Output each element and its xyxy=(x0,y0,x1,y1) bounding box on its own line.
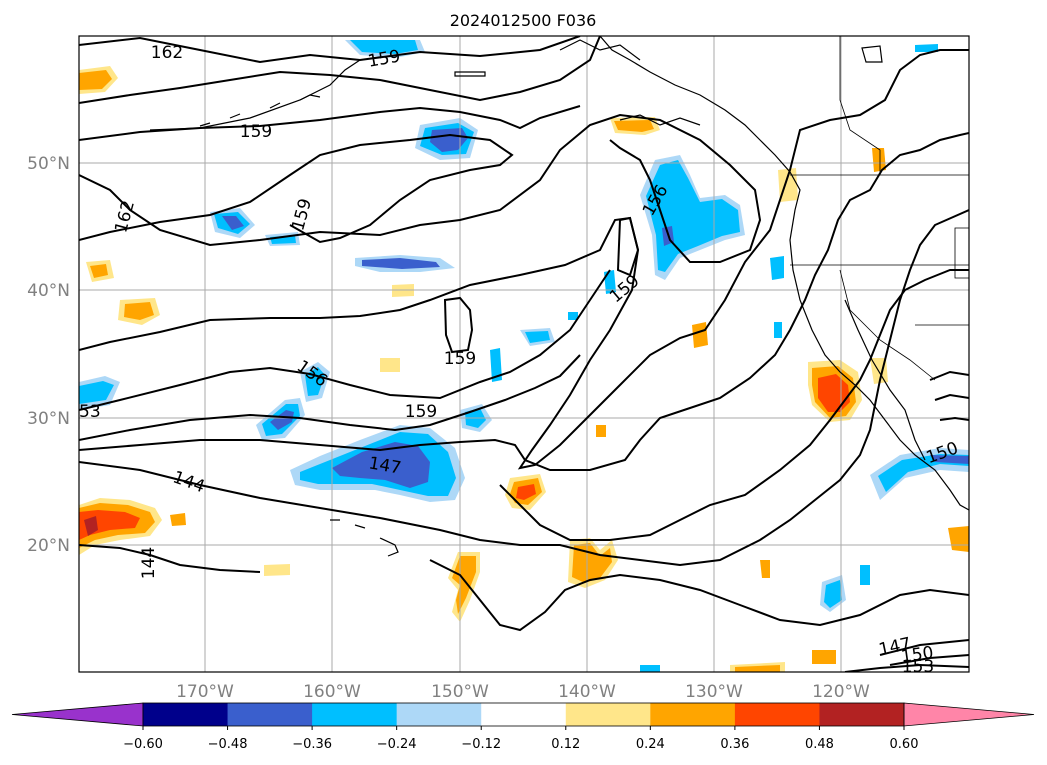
label-150-se: 150 xyxy=(900,643,935,667)
colorbar-swatches xyxy=(11,702,1035,727)
colorbar-frame xyxy=(142,702,905,727)
label-159-low: 159 xyxy=(405,402,437,422)
graticule xyxy=(79,36,969,672)
lat-label-30n: 30°N xyxy=(27,409,70,429)
colorbar-tick-label: 0.24 xyxy=(636,737,665,752)
lon-label-150w: 150°W xyxy=(431,682,489,702)
label-159-lower: 159 xyxy=(444,349,476,369)
lon-label-120w: 120°W xyxy=(812,682,870,702)
colorbar-tick-label: 0.60 xyxy=(890,737,919,752)
label-144-sw: 144 xyxy=(139,547,159,579)
lon-label-160w: 160°W xyxy=(303,682,361,702)
lat-label-40n: 40°N xyxy=(27,281,70,301)
colorbar-swatch xyxy=(819,703,905,726)
lon-label-140w: 140°W xyxy=(558,682,616,702)
negative-shading xyxy=(79,40,969,672)
colorbar-tick-label: −0.60 xyxy=(123,737,163,752)
label-162-top: 162 xyxy=(151,43,183,63)
colorbar-extend-high xyxy=(903,702,1035,727)
lon-label-170w: 170°W xyxy=(176,682,234,702)
colorbar-tick-label: −0.24 xyxy=(377,737,417,752)
height-contours xyxy=(79,36,969,672)
colorbar-swatch xyxy=(396,703,482,726)
colorbar-swatch xyxy=(312,703,398,726)
colorbar-tick-label: 0.12 xyxy=(551,737,580,752)
colorbar-ticks: −0.60 −0.48 −0.36 −0.24 −0.12 0.12 0.24 0.36 0.4… xyxy=(123,726,918,752)
lat-label-50n: 50°N xyxy=(27,154,70,174)
map-frame xyxy=(78,35,970,673)
colorbar-swatch xyxy=(143,703,229,726)
colorbar-tick-label: −0.48 xyxy=(208,737,248,752)
label-159-upper: 159 xyxy=(240,122,272,142)
label-153-se: 153 xyxy=(902,657,934,677)
map-title: 2024012500 F036 xyxy=(450,11,597,30)
latitude-labels: 50°N 40°N 30°N 20°N xyxy=(27,154,70,556)
colorbar-tick-label: 0.48 xyxy=(805,737,834,752)
colorbar-swatch xyxy=(650,703,736,726)
lon-label-130w: 130°W xyxy=(685,682,743,702)
colorbar-swatch xyxy=(481,703,567,726)
colorbar-swatch xyxy=(227,703,313,726)
map-area: 162 159 159 162 159 156 159 159 159 156 … xyxy=(79,36,969,677)
coastlines xyxy=(149,36,969,557)
colorbar-swatch xyxy=(565,703,651,726)
colorbar-tick-label: 0.36 xyxy=(720,737,749,752)
lat-label-20n: 20°N xyxy=(27,536,70,556)
colorbar-tick-label: −0.36 xyxy=(292,737,332,752)
colorbar-extend-low xyxy=(11,702,144,727)
colorbar: −0.60 −0.48 −0.36 −0.24 −0.12 0.12 0.24 0.36 0.4… xyxy=(11,702,1035,752)
label-153-edge: 53 xyxy=(79,402,101,422)
colorbar-tick-label: −0.12 xyxy=(461,737,501,752)
colorbar-swatch xyxy=(734,703,820,726)
longitude-labels: 170°W 160°W 150°W 140°W 130°W 120°W xyxy=(176,682,870,702)
